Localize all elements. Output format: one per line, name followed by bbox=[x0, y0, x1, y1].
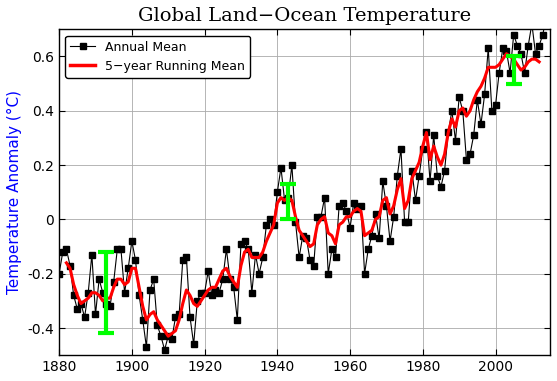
Y-axis label: Temperature Anomaly (°C): Temperature Anomaly (°C) bbox=[7, 90, 22, 294]
Legend: Annual Mean, 5−year Running Mean: Annual Mean, 5−year Running Mean bbox=[65, 35, 250, 78]
Title: Global Land−Ocean Temperature: Global Land−Ocean Temperature bbox=[138, 7, 471, 25]
